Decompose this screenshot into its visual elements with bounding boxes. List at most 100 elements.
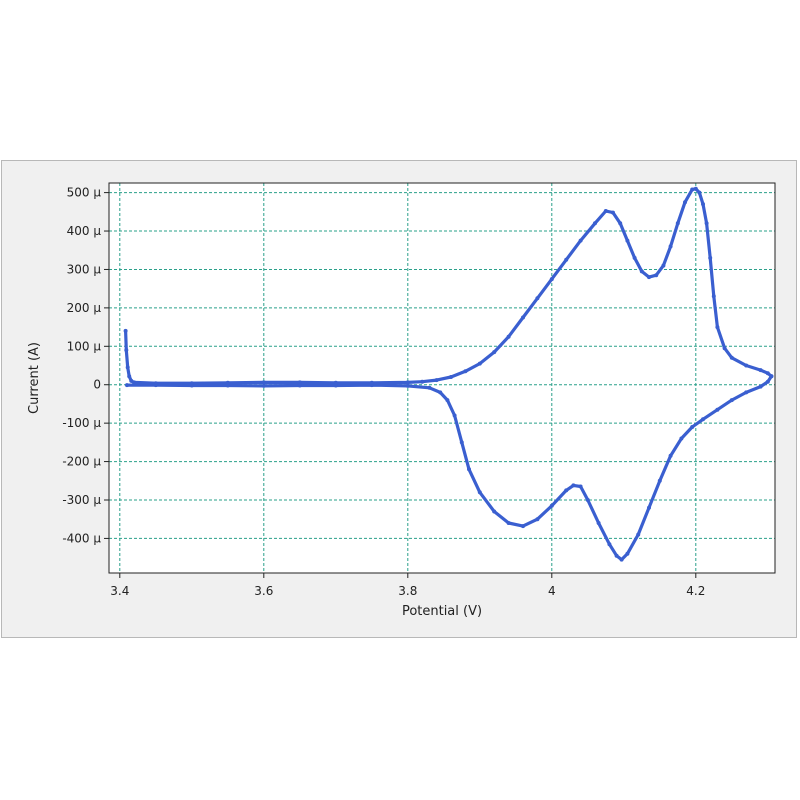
data-point [668,453,673,458]
x-tick-label: 3.4 [110,584,129,598]
data-point [679,436,684,441]
data-point [578,484,583,489]
data-point [704,221,709,226]
data-point [261,380,266,385]
data-point [708,255,713,260]
y-tick-label: 200 µ [67,301,102,315]
data-point [463,369,468,374]
data-point [564,257,569,262]
data-point [449,375,453,379]
y-tick-label: -200 µ [62,455,101,469]
data-point [434,378,439,383]
y-tick-label: -300 µ [62,493,101,507]
data-point [661,263,666,268]
data-point [452,413,457,418]
data-point [467,467,471,472]
y-tick-label: 500 µ [67,186,102,200]
data-point [124,348,129,353]
data-point [535,517,540,522]
data-point [333,383,338,388]
data-point [492,509,497,514]
data-point [675,221,680,226]
data-point [506,521,511,525]
data-point [571,483,576,488]
data-point [585,498,590,502]
data-point [647,505,651,510]
data-point [225,383,230,388]
data-point [438,390,443,395]
data-point [765,371,770,376]
y-tick-label: 0 [93,378,101,392]
data-point [701,417,705,422]
data-point [625,238,630,243]
x-tick-label: 4 [548,584,556,598]
data-point [683,200,687,205]
y-tick-label: -400 µ [62,531,101,545]
data-point [459,440,464,445]
data-point [744,390,749,395]
data-point [729,355,734,360]
data-point [632,255,637,260]
data-point [758,384,763,389]
data-point [593,221,597,226]
data-point [492,350,497,355]
data-point [765,379,770,384]
data-point [722,346,727,351]
data-point [711,294,716,299]
x-tick-label: 3.6 [254,584,273,598]
data-point [625,551,630,556]
data-point [535,296,540,301]
data-point [549,503,554,508]
data-point [596,521,601,525]
data-point [132,380,137,385]
data-point [125,383,129,388]
data-point [477,490,482,495]
data-point [445,398,450,403]
data-point [611,210,615,215]
data-point [758,368,763,373]
data-point [578,238,583,243]
data-point [701,202,705,207]
data-point [127,374,132,379]
data-point [603,209,608,213]
y-axis-ticks: 500 µ 400 µ 300 µ 200 µ 100 µ 0 -100 µ -200 µ -3… [62,186,109,545]
x-axis-label: Potential (V) [402,604,482,619]
data-point [123,328,128,333]
data-point [657,478,662,483]
data-point [715,325,720,330]
data-point [744,363,749,368]
data-point [614,553,619,558]
data-point [697,190,702,195]
data-point [153,383,158,388]
y-tick-label: 300 µ [67,262,102,276]
data-point [729,398,734,403]
data-point [619,557,624,562]
data-point [189,383,194,388]
data-point [521,524,525,529]
data-point [405,380,410,385]
data-point [715,407,720,412]
data-point [690,425,695,429]
data-point [636,532,641,537]
data-series [123,186,774,562]
data-point [618,221,623,226]
plot-frame [108,182,776,574]
data-point [405,383,410,388]
data-point [564,488,569,493]
data-point [639,269,644,274]
data-point [420,379,425,384]
data-point [297,383,302,388]
data-point [549,277,554,282]
data-point [261,383,266,388]
data-point [369,383,374,388]
data-point [297,380,302,385]
data-point [647,275,651,280]
y-tick-label: -100 µ [62,416,101,430]
data-point [477,361,482,366]
x-axis-ticks: 3.4 3.6 3.8 4 4.2 [110,573,705,598]
data-point [125,365,130,370]
data-point [693,186,698,191]
y-tick-label: 400 µ [67,224,102,238]
data-point [769,374,774,379]
